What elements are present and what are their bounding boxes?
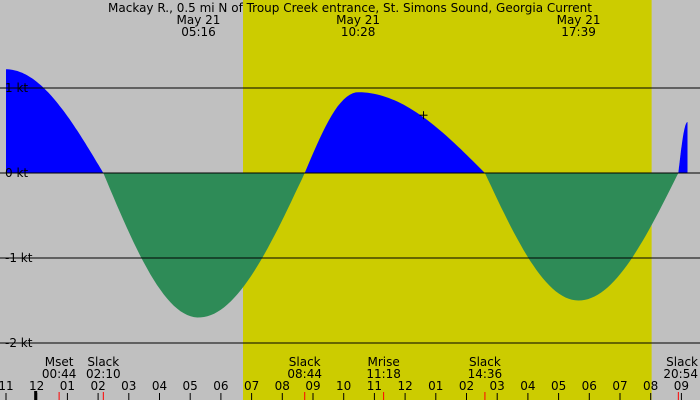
event-time: 02:10 — [86, 367, 121, 381]
extremum-time: 05:16 — [181, 25, 216, 39]
x-tick-label: 11 — [0, 379, 14, 393]
x-tick-label: 06 — [213, 379, 228, 393]
extremum-time: 10:28 — [341, 25, 376, 39]
x-tick-label: 02 — [90, 379, 105, 393]
x-axis-tick-labels: 11 12 01 02 03 04 05 06 07 08 09 10 11 12 01 02 03 04 05 06… — [0, 379, 689, 400]
event-name: Mrise — [367, 355, 399, 369]
y-tick-label: 0 kt — [5, 166, 28, 180]
x-tick-label: 07 — [244, 379, 259, 393]
x-tick-label: 09 — [305, 379, 320, 393]
event-name: Slack — [666, 355, 698, 369]
x-tick-label: 09 — [674, 379, 689, 393]
x-tick-label: 10 — [336, 379, 351, 393]
extremum-time: 17:39 — [561, 25, 596, 39]
extremum-date: May 21 — [557, 13, 601, 27]
x-tick-label: 04 — [520, 379, 535, 393]
event-time: 08:44 — [287, 367, 322, 381]
flood-area — [6, 69, 104, 173]
x-tick-label: 06 — [582, 379, 597, 393]
event-name: Slack — [289, 355, 321, 369]
ebb-area — [103, 173, 305, 318]
x-tick-label: 08 — [643, 379, 658, 393]
flood-areas — [6, 69, 688, 173]
ebb-areas — [103, 173, 679, 318]
event-name: Slack — [87, 355, 119, 369]
x-tick-label: 01 — [428, 379, 443, 393]
current-marker — [419, 111, 428, 120]
extremum-date: May 21 — [177, 13, 221, 27]
x-tick-label: 07 — [612, 379, 627, 393]
event-time: 14:36 — [468, 367, 503, 381]
y-axis-tick-labels: 1 kt 0 kt -1 kt -2 kt — [5, 81, 33, 350]
x-tick-label: 02 — [459, 379, 474, 393]
event-time: 11:18 — [366, 367, 401, 381]
flood-area — [678, 122, 688, 173]
flood-area — [304, 92, 485, 173]
chart-title: Mackay R., 0.5 mi N of Troup Creek entra… — [108, 1, 592, 15]
x-tick-label: 04 — [152, 379, 167, 393]
grid-lines — [0, 87, 700, 344]
event-time: 20:54 — [663, 367, 698, 381]
event-name: Slack — [469, 355, 501, 369]
x-tick-label: 12 — [397, 379, 412, 393]
x-tick-label: 03 — [490, 379, 505, 393]
x-tick-label: 11 — [367, 379, 382, 393]
x-tick-label: 12 — [29, 379, 44, 393]
event-marks — [34, 391, 679, 400]
y-tick-label: -2 kt — [5, 336, 33, 350]
y-tick-label: 1 kt — [5, 81, 28, 95]
extremum-date: May 21 — [336, 13, 380, 27]
x-tick-label: 08 — [275, 379, 290, 393]
ebb-area — [484, 173, 679, 301]
event-time: 00:44 — [42, 367, 77, 381]
event-labels: Mset00:44Slack02:10Slack08:44Mrise11:18S… — [42, 355, 698, 381]
x-tick-label: 05 — [183, 379, 198, 393]
midnight-mark — [34, 391, 38, 400]
x-tick-label: 01 — [60, 379, 75, 393]
event-name: Mset — [45, 355, 74, 369]
x-tick-label: 05 — [551, 379, 566, 393]
x-tick-label: 03 — [121, 379, 136, 393]
y-tick-label: -1 kt — [5, 251, 33, 265]
